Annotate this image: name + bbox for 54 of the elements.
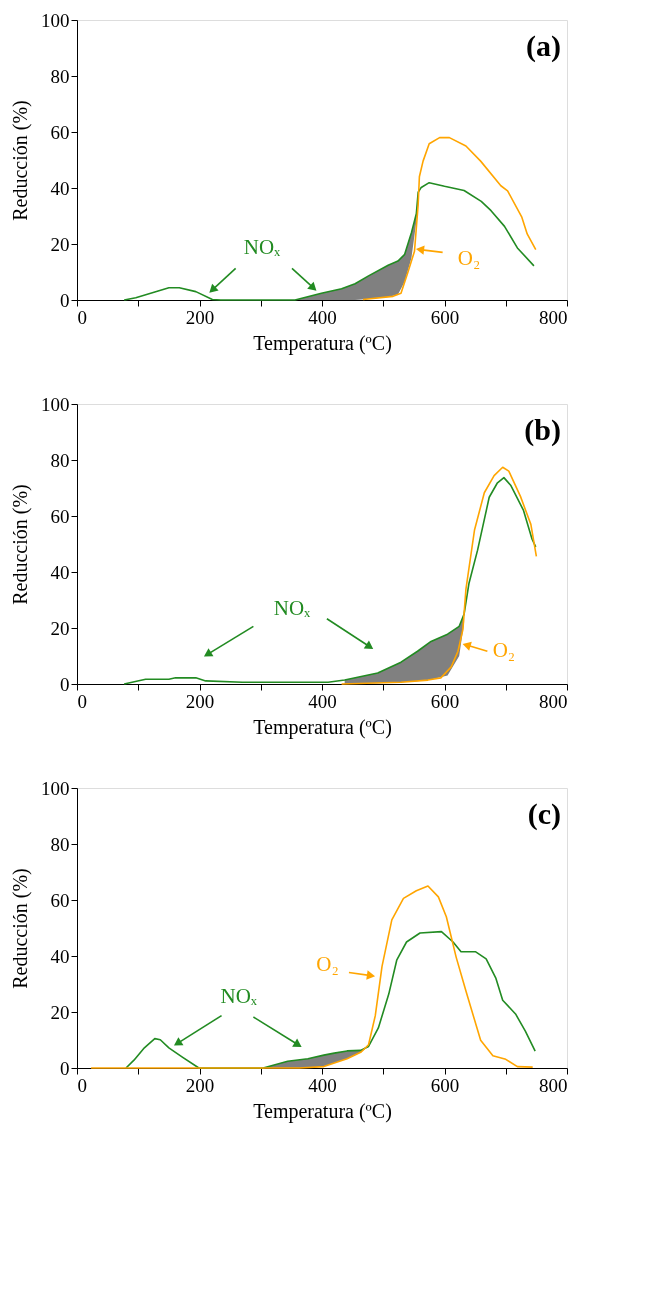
x-tick-label: 0 [77, 1074, 87, 1096]
y-tick-label: 20 [50, 617, 70, 639]
chart-title: (c) [527, 797, 561, 831]
x-tick-label: 200 [185, 690, 215, 712]
x-tick-label: 200 [185, 306, 215, 328]
line-series [340, 466, 538, 685]
y-tick-label: 100 [41, 777, 70, 799]
legend-label: O₂ [316, 951, 339, 976]
x-tick-label: 400 [308, 1074, 337, 1096]
y-tick-label: 40 [50, 561, 70, 583]
x-tick-label: 0 [77, 306, 87, 328]
chart-title: (b) [524, 413, 561, 447]
x-axis-title: Temperatura (ºC) [253, 331, 392, 355]
x-axis-title: Temperatura (ºC) [253, 1099, 392, 1123]
x-tick-label: 400 [308, 690, 337, 712]
y-tick-label: 80 [50, 449, 70, 471]
y-tick-label: 0 [60, 289, 70, 311]
legend-label: O₂ [457, 246, 481, 271]
x-tick-label: 600 [430, 1074, 460, 1096]
x-tick-label: 800 [539, 306, 568, 328]
y-tick-label: 40 [50, 945, 70, 967]
text: NOₓ [273, 596, 312, 621]
line-series [123, 476, 537, 685]
x-tick-label: 0 [77, 690, 87, 712]
y-tick-label: 0 [60, 673, 70, 695]
series-label: NOₓ [243, 235, 282, 260]
y-tick-label: 60 [50, 505, 70, 527]
x-tick-label: 200 [185, 1074, 215, 1096]
y-tick-label: 60 [50, 121, 70, 143]
x-tick-label: 600 [430, 306, 460, 328]
line-series [123, 181, 535, 301]
y-tick-label: 40 [50, 177, 70, 199]
text: NOₓ [220, 984, 258, 1009]
line-series [90, 885, 534, 1069]
x-tick-label: 800 [539, 690, 568, 712]
y-tick-label: 100 [41, 9, 70, 31]
legend-label: O₂ [492, 638, 516, 663]
chart-title: (a) [526, 29, 561, 63]
y-tick-label: 80 [50, 65, 70, 87]
line-series [362, 136, 537, 301]
x-tick-label: 600 [430, 690, 460, 712]
y-tick-label: 0 [60, 1057, 70, 1079]
y-axis-title: Reducción (%) [9, 100, 32, 221]
line-series [125, 930, 536, 1069]
y-axis-title: Reducción (%) [9, 868, 32, 989]
x-axis-title: Temperatura (ºC) [253, 715, 392, 739]
y-tick-label: 20 [50, 1001, 70, 1023]
y-tick-label: 100 [41, 393, 70, 415]
y-tick-label: 20 [50, 233, 70, 255]
y-tick-label: 80 [50, 833, 70, 855]
y-tick-label: 60 [50, 889, 70, 911]
x-tick-label: 800 [539, 1074, 568, 1096]
x-tick-label: 400 [308, 306, 337, 328]
y-axis-title: Reducción (%) [9, 484, 32, 605]
